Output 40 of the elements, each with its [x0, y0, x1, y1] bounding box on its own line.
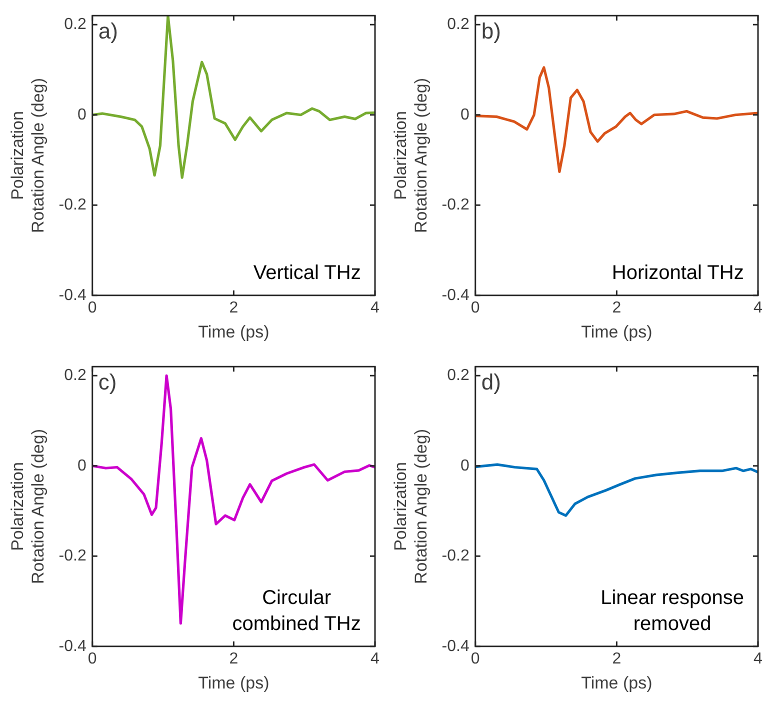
- x-tick-label: 2: [612, 299, 622, 316]
- x-tick-label: 2: [612, 650, 622, 668]
- y-tick-label: -0.2: [58, 196, 86, 214]
- y-tick-label: 0: [460, 457, 470, 474]
- y-tick-label: 0.2: [64, 16, 86, 34]
- x-tick-label: 4: [754, 299, 763, 316]
- y-tick-label: 0.2: [64, 367, 86, 384]
- y-tick-label: -0.4: [442, 638, 470, 655]
- y-tick-label: -0.2: [442, 196, 470, 214]
- x-tick-label: 2: [229, 650, 238, 668]
- y-tick-label: 0: [77, 457, 86, 474]
- y-tick-label: -0.2: [58, 548, 86, 565]
- x-tick-label: 4: [370, 299, 380, 316]
- x-axis-title: Time (ps): [581, 673, 652, 692]
- annotation: b): [481, 18, 501, 44]
- annotation: Linear response removed: [600, 586, 744, 635]
- annotation: c): [98, 370, 117, 395]
- y-tick-label: -0.2: [442, 548, 470, 565]
- y-axis-title: Polarization Rotation Angle (deg): [8, 78, 48, 233]
- x-tick-label: 4: [370, 650, 380, 668]
- y-tick-label: 0: [460, 106, 470, 124]
- annotation: d): [481, 370, 501, 395]
- y-tick-label: -0.4: [442, 286, 470, 304]
- y-tick-label: 0.2: [447, 367, 470, 384]
- annotation: a): [98, 18, 118, 44]
- annotation: Horizontal THz: [612, 262, 744, 284]
- annotation: Vertical THz: [253, 262, 361, 284]
- annotation: Circular combined THz: [232, 586, 361, 635]
- y-tick-label: -0.4: [58, 638, 86, 655]
- x-tick-label: 4: [754, 650, 763, 668]
- x-tick-label: 2: [229, 299, 238, 316]
- x-axis-title: Time (ps): [581, 322, 652, 342]
- y-tick-label: 0: [77, 106, 86, 124]
- y-axis-title: Polarization Rotation Angle (deg): [390, 429, 430, 584]
- y-tick-label: -0.4: [58, 286, 86, 304]
- y-axis-title: Polarization Rotation Angle (deg): [390, 78, 430, 233]
- y-axis-title: Polarization Rotation Angle (deg): [8, 429, 48, 584]
- y-tick-label: 0.2: [447, 16, 470, 34]
- x-axis-title: Time (ps): [198, 322, 270, 342]
- x-axis-title: Time (ps): [198, 673, 270, 692]
